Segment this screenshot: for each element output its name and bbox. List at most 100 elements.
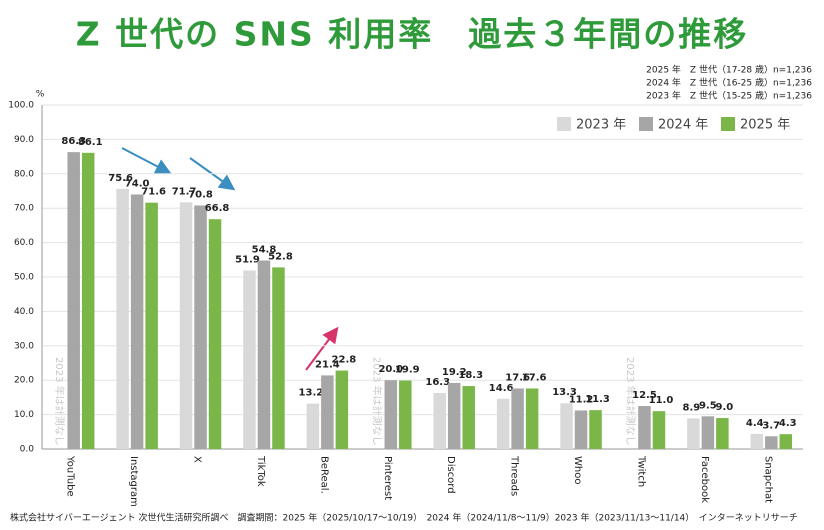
bar [399,380,412,449]
unit-label: % [36,90,45,100]
legend-swatch [721,117,735,131]
y-tick-label: 30.0 [14,341,34,351]
bar [145,202,158,449]
x-tick-label: Whoo [572,456,583,484]
y-tick-label: 70.0 [14,204,34,214]
bar [335,370,349,449]
bar [67,152,80,450]
bar [716,418,729,449]
value-label: 51.9 [235,254,260,265]
bar [208,219,222,449]
trend-arrow [189,157,236,191]
value-label: 9.0 [716,402,734,413]
y-tick-label: 20.0 [14,376,34,386]
y-tick-label: 40.0 [14,307,34,317]
y-tick-label: 0.0 [20,445,35,455]
bar [130,194,144,449]
bar [179,202,193,449]
value-label: 21.4 [315,359,340,370]
bar [652,411,666,449]
footer: 株式会社サイバーエージェント 次世代生活研究所調べ 調査期間：2025 年（20… [10,512,798,524]
bar [525,388,539,449]
value-label: 86.3 [61,136,86,147]
legend-label: 2024 年 [658,118,708,133]
bar [321,375,334,449]
value-label: 75.6 [108,173,133,184]
trend-arrow [121,147,172,174]
value-label: 13.3 [552,387,577,398]
bar [384,380,398,449]
value-label: 70.8 [188,189,213,200]
y-tick-label: 60.0 [14,238,34,248]
y-tick-label: 90.0 [14,135,34,145]
value-label: 86.1 [78,137,103,148]
value-label: 71.7 [172,186,197,197]
bar [462,386,475,449]
not-measured-label: 2023 年は計測なし [53,357,66,446]
value-label: 19.9 [395,365,420,376]
bar [272,267,285,449]
value-label: 4.3 [779,418,797,429]
x-tick-label: YouTube [65,455,76,497]
value-label: 19.2 [442,367,467,378]
bar [306,403,320,449]
bar [433,392,446,449]
bar [589,410,602,449]
x-tick-label: BeReal. [318,456,329,494]
bar [447,382,461,449]
bar [779,434,793,449]
value-label: 20.0 [378,364,403,375]
bar [687,418,700,449]
bar [81,152,95,450]
y-tick-label: 50.0 [14,273,34,283]
trend-arrow [305,326,339,371]
bar [496,398,510,449]
value-label: 11.2 [569,394,594,405]
not-measured-label: 2023 年は計測なし [624,357,637,446]
value-label: 9.5 [699,400,717,411]
bar [511,388,524,449]
value-label: 18.3 [458,370,483,381]
value-label: 54.8 [252,244,277,255]
bar [257,260,271,449]
value-label: 11.3 [585,394,610,405]
y-tick-label: 80.0 [14,169,34,179]
x-tick-label: TikTok [255,455,266,487]
x-tick-label: Twitch [635,455,646,487]
value-label: 66.8 [205,203,230,214]
bar [194,205,207,449]
not-measured-label: 2023 年は計測なし [370,357,383,446]
bar [574,410,588,449]
legend-swatch [557,117,571,131]
bar [560,403,573,449]
value-label: 52.8 [268,251,293,262]
bar [750,433,764,449]
note: 2024 年 Z 世代（16-25 歳）n=1,236 [646,77,812,89]
value-label: 14.6 [489,383,514,394]
x-tick-label: X [192,456,203,463]
legend-label: 2025 年 [740,118,790,133]
x-tick-label: Instagram [128,456,139,507]
y-tick-label: 100.0 [8,101,34,111]
bar [116,188,129,449]
x-tick-label: Snapchat [762,456,773,503]
value-label: 16.3 [425,377,450,388]
note: 2025 年 Z 世代（17-28 歳）n=1,236 [646,64,812,76]
value-label: 13.2 [299,388,324,399]
x-tick-label: Facebook [699,456,710,503]
legend-label: 2023 年 [576,118,626,133]
value-label: 11.0 [649,395,674,406]
y-tick-label: 10.0 [14,410,34,420]
bar [243,270,256,449]
bar [701,416,715,449]
chart-title: Z 世代の SNS 利用率 過去３年間の推移 [76,15,749,54]
x-tick-label: Threads [509,455,520,496]
note: 2023 年 Z 世代（15-25 歳）n=1,236 [646,90,812,102]
bar [765,436,778,449]
value-label: 71.6 [141,187,166,198]
value-label: 74.0 [125,178,150,189]
value-label: 3.7 [762,420,780,431]
value-label: 17.6 [505,372,530,383]
legend-swatch [639,117,653,131]
